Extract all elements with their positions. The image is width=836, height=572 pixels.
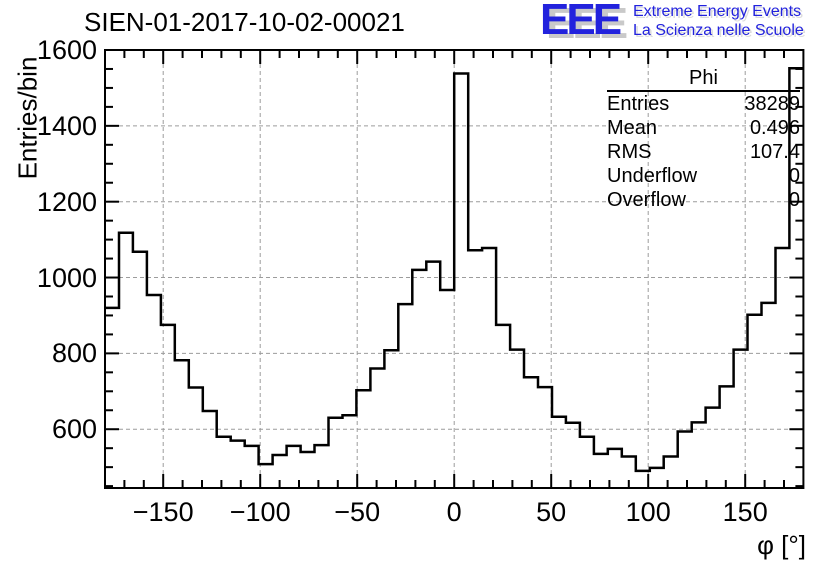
stats-value: 0.496	[749, 117, 800, 139]
eee-logo: EEE	[540, 0, 622, 44]
y-tick-label: 1600	[36, 35, 97, 65]
y-tick-label: 1000	[36, 262, 97, 293]
stats-label: RMS	[607, 141, 652, 163]
x-tick-label: 150	[722, 497, 768, 527]
stats-label: Underflow	[607, 165, 698, 187]
stats-row-underflow: Underflow 0	[607, 164, 800, 188]
stats-value: 0	[788, 165, 800, 187]
eee-logo-caption: Extreme Energy Events La Scienza nelle S…	[633, 2, 804, 40]
histogram-line	[105, 66, 804, 473]
y-tick-label: 600	[51, 414, 97, 445]
stats-title: Phi	[607, 66, 800, 92]
eee-logo-line2: La Scienza nelle Scuole	[633, 22, 804, 39]
stats-label: Entries	[607, 93, 670, 115]
eee-logo-line1: Extreme Energy Events	[633, 3, 802, 20]
y-tick-label: 1400	[36, 110, 97, 141]
stats-value: 107.4	[749, 141, 800, 163]
stats-row-rms: RMS 107.4	[607, 140, 800, 164]
stats-row-overflow: Overflow 0	[607, 188, 800, 212]
x-tick-label: 50	[536, 497, 567, 527]
stats-value: 38289	[744, 93, 800, 115]
stats-row-mean: Mean 0.496	[607, 116, 800, 140]
stats-label: Overflow	[607, 189, 686, 211]
stats-label: Mean	[607, 117, 658, 139]
stats-box: Phi Entries 38289 Mean 0.496 RMS 107.4 U…	[607, 66, 800, 212]
y-tick-label: 1200	[36, 186, 97, 217]
stats-row-entries: Entries 38289	[607, 92, 800, 116]
x-tick-label: −50	[334, 497, 381, 527]
y-tick-label: 800	[51, 338, 97, 369]
x-tick-label: 100	[625, 497, 671, 527]
x-axis-title: φ [°]	[757, 530, 806, 560]
x-tick-label: −150	[132, 497, 194, 527]
x-tick-label: −100	[229, 497, 291, 527]
plot-title: SIEN-01-2017-10-02-00021	[84, 7, 405, 37]
x-tick-label: 0	[446, 497, 462, 527]
stats-value: 0	[788, 189, 800, 211]
